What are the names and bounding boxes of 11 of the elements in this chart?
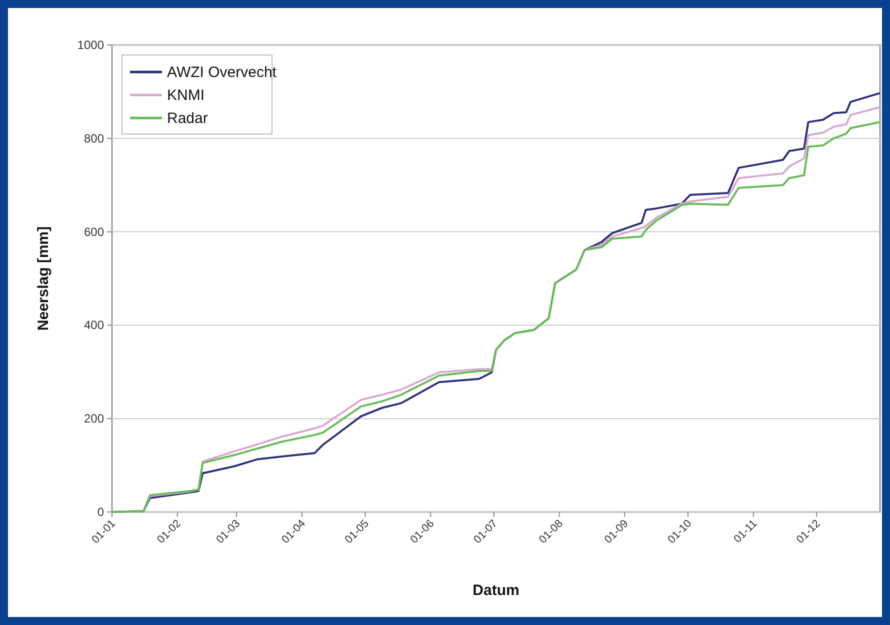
y-tick-label: 1000	[77, 38, 104, 52]
legend-label: KNMI	[167, 87, 204, 104]
y-tick-label: 400	[84, 318, 104, 332]
y-tick-label: 200	[84, 412, 104, 426]
y-axis-title: Neerslag [mm]	[35, 226, 52, 331]
x-axis-title: Datum	[472, 582, 520, 599]
legend-label: Radar	[167, 110, 208, 127]
y-tick-label: 0	[97, 505, 104, 519]
y-tick-label: 800	[84, 131, 104, 146]
y-tick-label: 600	[84, 224, 104, 239]
legend-label: AWZI Overvecht	[167, 64, 278, 81]
